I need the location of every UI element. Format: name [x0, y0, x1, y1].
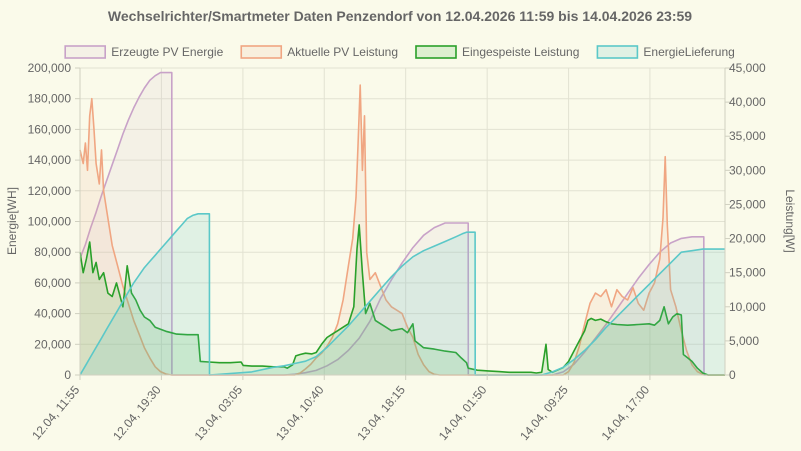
y-left-tick-label: 60,000 — [34, 276, 71, 290]
y-left-tick-label: 100,000 — [28, 215, 72, 229]
y-left-tick-label: 80,000 — [34, 245, 71, 259]
x-tick-label: 14.04, 09:25 — [517, 383, 571, 443]
x-tick-label: 14.04, 01:50 — [436, 383, 490, 443]
chart-title: Wechselrichter/Smartmeter Daten Penzendo… — [108, 8, 692, 24]
y-left-tick-label: 180,000 — [28, 92, 72, 106]
x-tick-label: 14.04, 17:00 — [599, 383, 653, 443]
legend-item-erzeugte-pv-energie[interactable]: Erzeugte PV Energie — [64, 45, 224, 59]
series-area-aktuelle-pv-leistung — [80, 85, 725, 375]
y-right-tick-label: 40,000 — [729, 95, 766, 109]
legend-swatch — [415, 45, 457, 59]
y-left-tick-label: 20,000 — [34, 337, 71, 351]
y-right-tick-label: 35,000 — [729, 129, 766, 143]
y-left-tick-label: 40,000 — [34, 307, 71, 321]
y-right-tick-label: 25,000 — [729, 197, 766, 211]
y-right-tick-label: 15,000 — [729, 266, 766, 280]
legend-swatch — [240, 45, 283, 59]
x-tick-label: 13.04, 10:40 — [273, 383, 327, 443]
series-line-energielieferung — [79, 213, 725, 376]
legend-label: EnergieLieferung — [643, 45, 734, 59]
legend-label: Aktuelle PV Leistung — [287, 45, 398, 59]
x-tick-label: 13.04, 03:05 — [192, 383, 246, 443]
legend-item-eingespeiste-leistung[interactable]: Eingespeiste Leistung — [415, 45, 579, 59]
legend-label: Eingespeiste Leistung — [462, 45, 579, 59]
series-line-erzeugte-pv-energie — [79, 71, 725, 376]
y-left-tick-label: 200,000 — [28, 61, 72, 75]
y-left-tick-label: 160,000 — [28, 122, 72, 136]
x-tick-label: 12.04, 11:55 — [29, 383, 82, 443]
legend-item-energielieferung[interactable]: EnergieLieferung — [596, 45, 735, 59]
y-right-tick-label: 30,000 — [729, 163, 766, 177]
legend-swatch — [596, 45, 639, 59]
y-axis-right-label: Leistung[W] — [783, 189, 797, 252]
y-left-tick-label: 140,000 — [28, 153, 72, 167]
y-axis-left-label: Energie[WH] — [5, 187, 19, 255]
x-tick-label: 12.04, 19:30 — [110, 383, 164, 443]
y-left-tick-label: 120,000 — [28, 184, 72, 198]
y-right-tick-label: 10,000 — [729, 300, 766, 314]
y-right-tick-label: 5,000 — [729, 334, 759, 348]
x-tick-label: 13.04, 18:15 — [354, 383, 408, 443]
legend-label: Erzeugte PV Energie — [111, 45, 223, 59]
legend-item-aktuelle-pv-leistung[interactable]: Aktuelle PV Leistung — [240, 45, 398, 59]
y-right-tick-label: 20,000 — [729, 232, 766, 246]
y-right-tick-label: 45,000 — [729, 61, 766, 75]
series-area-eingespeiste-leistung — [80, 224, 725, 375]
legend[interactable]: Erzeugte PV Energie Aktuelle PV Leistung E… — [64, 45, 735, 59]
y-left-tick-label: 0 — [64, 368, 71, 382]
legend-swatch — [64, 45, 106, 59]
series-area-energielieferung — [80, 213, 725, 375]
plot-area — [79, 71, 725, 376]
y-right-tick-label: 0 — [729, 368, 736, 382]
